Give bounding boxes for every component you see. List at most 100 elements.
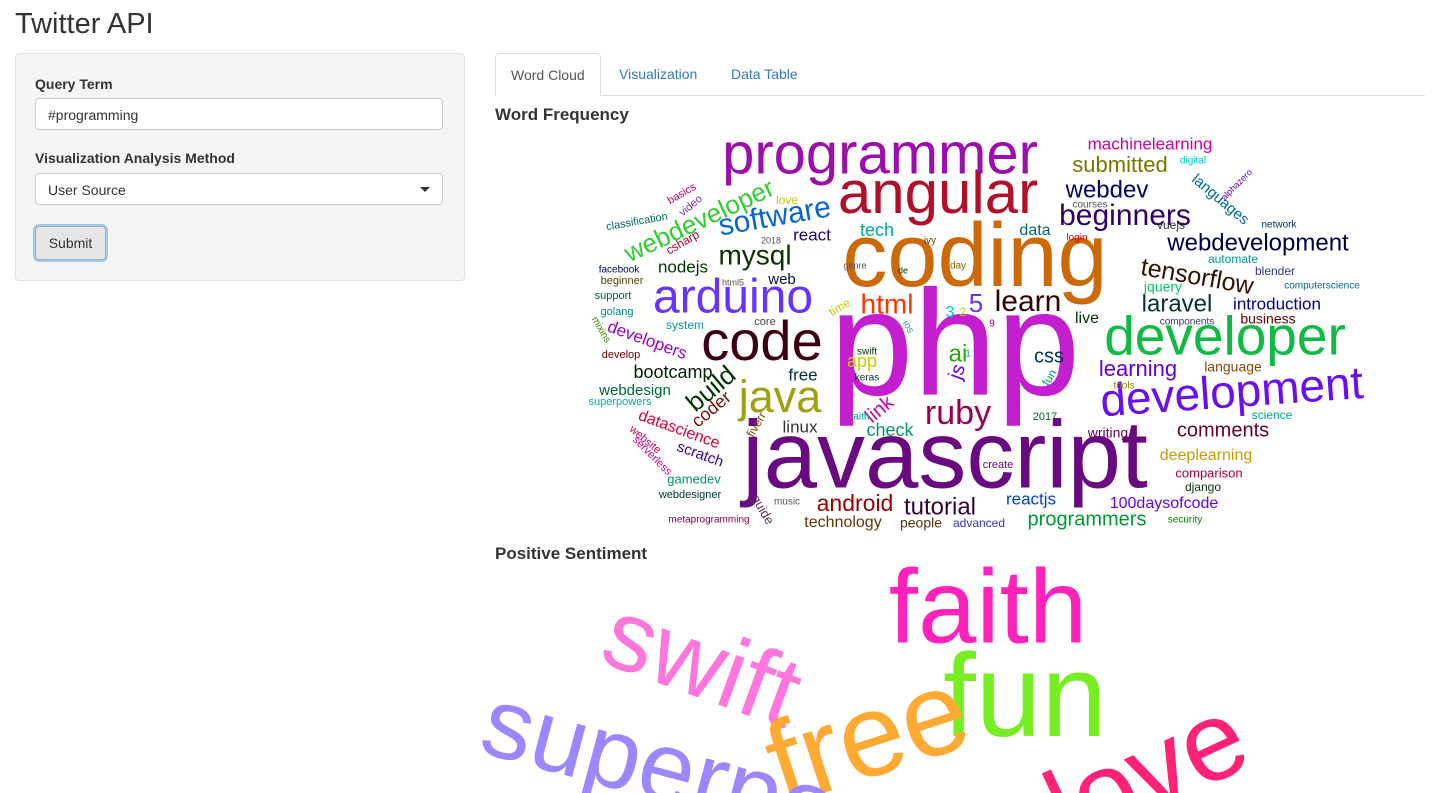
page-title: Twitter API [15, 8, 154, 40]
word: code [701, 309, 822, 372]
word: golang [600, 306, 633, 318]
word: laravel [1142, 290, 1213, 317]
word: check [866, 420, 914, 440]
method-select[interactable]: User Source [35, 173, 443, 205]
word: tools [1113, 381, 1134, 392]
word: comparison [1175, 465, 1242, 480]
word: courses [1072, 200, 1107, 211]
word: vuejs [1157, 218, 1185, 232]
word: css [1034, 345, 1064, 367]
word: tech [860, 220, 894, 240]
word: angular [838, 159, 1038, 226]
submit-button[interactable]: Submit [35, 226, 106, 260]
word: advanced [953, 516, 1005, 530]
word: fun [943, 630, 1107, 762]
word: 3 [946, 304, 955, 321]
word: 9 [989, 319, 995, 330]
query-label: Query Term [35, 76, 113, 92]
word: arduino [653, 271, 813, 324]
word: writing [1087, 425, 1128, 441]
word: android [817, 490, 894, 516]
word: programmers [1028, 508, 1147, 530]
word: swift [857, 347, 877, 358]
word: webdesigner [658, 489, 722, 501]
word: mysql [718, 239, 791, 270]
word: beginner [601, 275, 644, 287]
word: tutorial [904, 493, 976, 520]
tab-bar: Word Cloud Visualization Data Table [495, 53, 1425, 96]
word: js [944, 361, 970, 383]
word: learn [995, 285, 1062, 318]
word: create [983, 459, 1014, 471]
word: introduction [1233, 294, 1321, 313]
word: gamedev [667, 471, 721, 486]
word: music [774, 497, 800, 508]
word: network [1261, 220, 1297, 231]
word: login [1066, 233, 1087, 244]
word: language [1204, 359, 1262, 375]
word: jquery [1143, 279, 1182, 295]
word: html5 [722, 277, 744, 287]
word: system [666, 318, 704, 332]
word: ivy [924, 236, 936, 247]
word: linux [783, 417, 818, 436]
word: php [830, 259, 1080, 427]
word: science [1252, 408, 1293, 422]
dropdown-arrow [420, 187, 430, 192]
word: reactjs [1006, 489, 1056, 508]
word: metaprogramming [668, 515, 749, 526]
word: programmer [722, 125, 1038, 186]
word: deeplearning [1160, 447, 1253, 464]
word: technology [804, 514, 881, 531]
word: django [1185, 480, 1221, 494]
word: automate [1208, 252, 1258, 266]
word: submitted [1072, 152, 1167, 177]
word: love [776, 193, 798, 207]
section-title: Positive Sentiment [495, 544, 648, 563]
word: 2017 [1033, 411, 1057, 423]
word: 2 [960, 305, 967, 319]
word: javascript [739, 401, 1147, 508]
word: security [1168, 515, 1202, 526]
word: free [788, 365, 817, 384]
word: business [1240, 311, 1295, 327]
sidebar-panel: Query Term #programming Visualization An… [15, 53, 465, 281]
word: web [767, 271, 796, 288]
word: machinelearning [1088, 134, 1213, 153]
word: webdevelopment [1166, 229, 1349, 256]
word: data [1019, 222, 1050, 239]
word: faith [851, 412, 870, 423]
word: webdev [1065, 176, 1149, 203]
word: coding [842, 206, 1107, 306]
word: computerscience [1284, 281, 1360, 292]
word: blender [1255, 264, 1295, 278]
tab[interactable]: Visualization [619, 66, 698, 82]
query-input[interactable]: #programming [35, 98, 443, 130]
word: nodejs [658, 257, 708, 276]
word: webdesign [598, 382, 671, 399]
word: ai [949, 340, 968, 367]
word: java [737, 371, 823, 422]
word: keras [855, 373, 879, 384]
word: facebook [599, 265, 641, 276]
word: people [900, 515, 942, 531]
word: genre [843, 260, 866, 270]
word: ruby [925, 394, 991, 432]
word: 5 [969, 288, 983, 318]
tab[interactable]: Word Cloud [495, 53, 601, 96]
word: comments [1177, 419, 1269, 441]
word: faith [889, 549, 1087, 666]
tab[interactable]: Data Table [731, 66, 798, 82]
word: digital [1180, 156, 1206, 167]
word: support [595, 290, 632, 302]
word: components [1160, 317, 1214, 328]
word: learning [1099, 356, 1177, 381]
word: react [793, 225, 831, 244]
section-title: Word Frequency [495, 105, 629, 124]
word: bootcamp [633, 362, 712, 382]
word: developer [1104, 305, 1346, 367]
word: core [754, 316, 775, 328]
word: develop [602, 349, 641, 361]
